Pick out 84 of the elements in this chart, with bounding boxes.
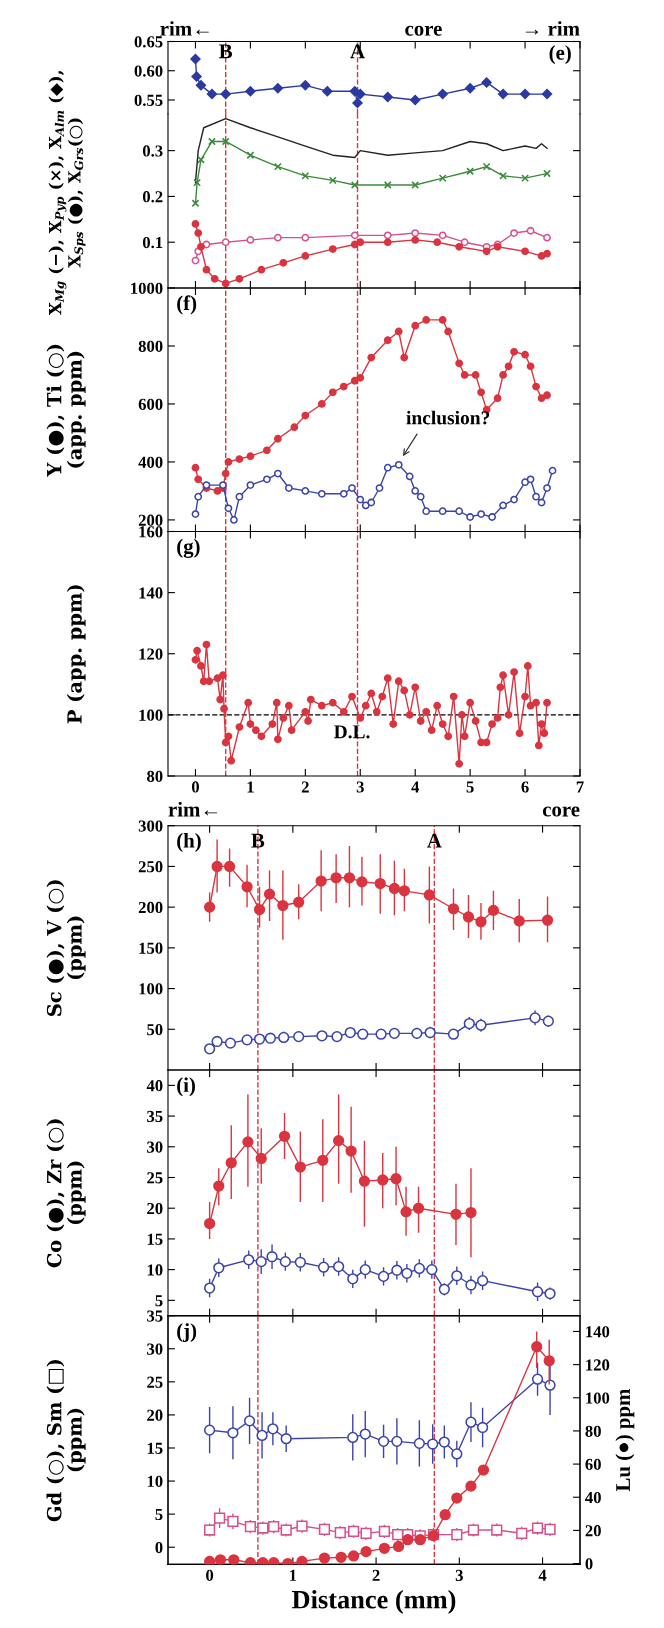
annotation: (e) xyxy=(549,45,571,65)
x-tick-label: 0 xyxy=(206,1569,214,1581)
annotation: (j) xyxy=(177,1323,197,1343)
y-tick-label: 0.65 xyxy=(134,36,163,48)
x-tick-label: 4 xyxy=(538,1569,547,1581)
y-tick-label: 35 xyxy=(147,1310,163,1322)
y-tick-label: 800 xyxy=(138,340,163,352)
y-tick-label: 1000 xyxy=(131,282,163,294)
y-tick-label: 250 xyxy=(138,861,163,873)
y-tick-label: 20 xyxy=(147,1202,163,1215)
y-tick-label: 0.60 xyxy=(134,65,163,77)
y-tick-label: 120 xyxy=(139,648,163,660)
y-tick-label: 400 xyxy=(138,456,163,468)
text: X$_{Mg}$ (−), X$_{Pyp}$ (×), X$_{Alm}$ (◆), X$_{Sps}$ (●), X$_{Grs}$(○) xyxy=(48,71,86,316)
y-tick-label: 5 xyxy=(155,1509,163,1521)
text: core xyxy=(405,25,442,36)
y-axis-title: Co (●), Zr (○) (ppm) xyxy=(46,1119,86,1268)
y-tick-label: 0.2 xyxy=(142,191,163,203)
x-tick-label: 1 xyxy=(247,781,254,793)
annotation: (g) xyxy=(177,538,200,558)
y-tick-label: 20 xyxy=(147,1409,163,1421)
y-tick-label: 140 xyxy=(139,587,163,599)
y-tick-label: 80 xyxy=(147,770,163,782)
ref-line-label: B xyxy=(251,833,265,848)
annotation: (i) xyxy=(177,1077,195,1097)
y2-axis-title: Lu (●) ppm xyxy=(615,1388,635,1492)
y-axis-title: P (app. ppm) xyxy=(66,585,86,724)
text: rim← xyxy=(168,801,217,817)
text: core xyxy=(542,806,580,817)
ref-line-label: A xyxy=(427,833,442,848)
x-tick-label: 3 xyxy=(455,1569,463,1581)
x-tick-label: 2 xyxy=(301,781,309,793)
x-tick-label: 4 xyxy=(411,781,420,793)
y2-tick-label: 40 xyxy=(585,1491,601,1504)
x-axis-title: Distance (mm) xyxy=(292,1589,456,1614)
y2-tick-label: 20 xyxy=(585,1525,601,1537)
y-axis-title: Sc (●), V (○) (ppm) xyxy=(46,880,86,1016)
x-tick-label: 0 xyxy=(191,781,199,793)
y2-tick-label: 120 xyxy=(586,1359,610,1371)
y-tick-label: 10 xyxy=(147,1475,163,1488)
y-tick-label: 25 xyxy=(147,1376,163,1388)
y-tick-label: 150 xyxy=(139,942,163,954)
y2-tick-label: 60 xyxy=(585,1458,601,1471)
y-tick-label: 0.55 xyxy=(134,94,163,106)
y-tick-label: 100 xyxy=(139,983,163,995)
y-tick-label: 35 xyxy=(147,1110,163,1123)
text: → rim xyxy=(525,21,580,36)
annotation: (h) xyxy=(177,833,201,852)
y-tick-label: 25 xyxy=(147,1172,163,1184)
y-axis-title: Gd (○), Sm (□) (ppm) xyxy=(46,1359,86,1522)
y-tick-label: 15 xyxy=(147,1233,163,1245)
y-tick-label: 5 xyxy=(155,1295,163,1307)
y2-tick-label: 80 xyxy=(585,1425,601,1437)
x-tick-label: 3 xyxy=(356,781,364,793)
text: rim← xyxy=(160,21,209,36)
y-tick-label: 200 xyxy=(138,901,163,914)
ref-line-label: A xyxy=(350,44,365,59)
x-tick-label: 2 xyxy=(372,1569,380,1581)
annotation: inclusion? xyxy=(406,410,490,425)
y-tick-label: 300 xyxy=(138,820,163,832)
y-tick-label: 30 xyxy=(147,1343,163,1355)
x-tick-label: 1 xyxy=(290,1569,297,1581)
x-tick-label: 7 xyxy=(576,781,584,793)
annotation: (f) xyxy=(177,295,197,315)
y-tick-label: 160 xyxy=(139,526,163,538)
y-tick-label: 50 xyxy=(147,1023,163,1036)
y-tick-label: 0.3 xyxy=(142,145,163,157)
x-tick-label: 5 xyxy=(466,781,474,793)
y-tick-label: 200 xyxy=(138,514,163,526)
ref-line-label: B xyxy=(219,44,233,59)
y-tick-label: 10 xyxy=(147,1264,163,1276)
y-tick-label: 0 xyxy=(155,1541,163,1554)
y-tick-label: 0.1 xyxy=(142,236,163,249)
y2-tick-label: 100 xyxy=(586,1392,610,1404)
y-axis-title: Y (●), Ti (○) (app. ppm) xyxy=(46,344,86,477)
y-tick-label: 40 xyxy=(146,1080,163,1092)
x-tick-label: 6 xyxy=(521,781,529,793)
y2-tick-label: 140 xyxy=(586,1326,610,1338)
y-tick-label: 100 xyxy=(139,709,163,721)
ref-line-label: D.L. xyxy=(334,725,370,739)
y2-tick-label: 0 xyxy=(585,1558,593,1570)
y-tick-label: 600 xyxy=(138,398,163,410)
y-tick-label: 15 xyxy=(147,1442,163,1454)
y-tick-label: 30 xyxy=(147,1141,163,1153)
